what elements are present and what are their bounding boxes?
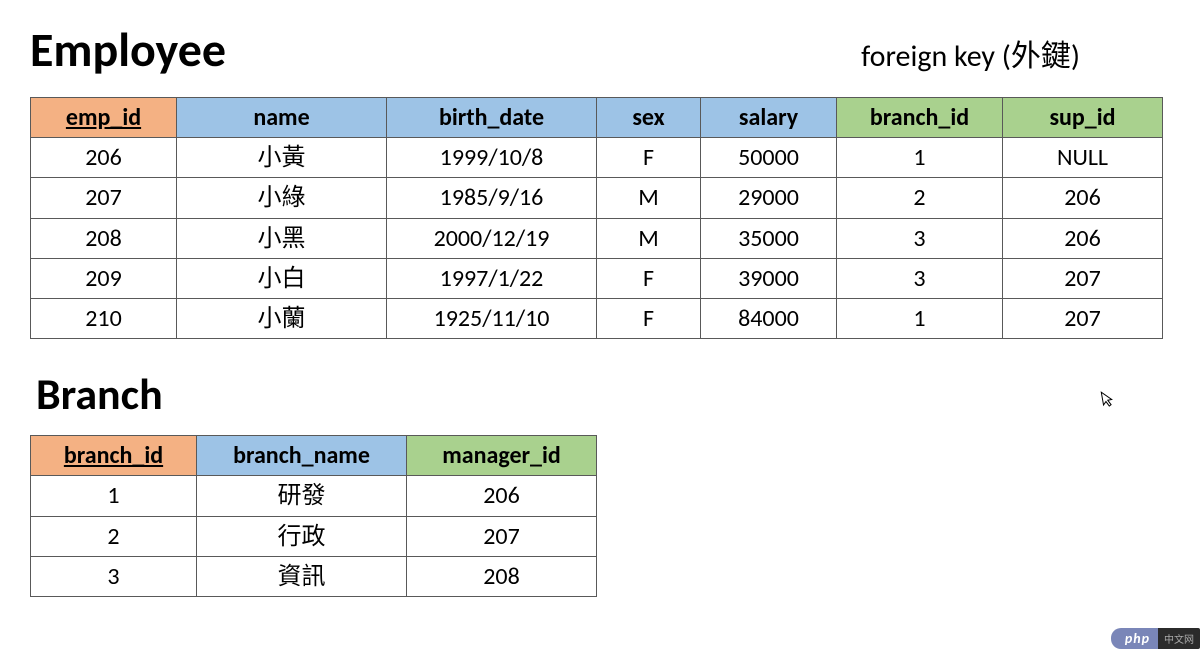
employee-header-emp-id: emp_id (31, 98, 177, 138)
branch-cell: 1 (31, 476, 197, 516)
employee-cell: 1997/1/22 (387, 258, 597, 298)
employee-cell: 小綠 (177, 178, 387, 218)
employee-cell: 207 (31, 178, 177, 218)
branch-cell: 資訊 (197, 556, 407, 596)
employee-cell: 50000 (701, 138, 837, 178)
employee-title: Employee (30, 20, 226, 79)
employee-header-birth-date: birth_date (387, 98, 597, 138)
branch-header-row: branch_idbranch_namemanager_id (31, 436, 597, 476)
employee-row: 208小黑2000/12/19M350003206 (31, 218, 1163, 258)
employee-cell: M (597, 218, 701, 258)
branch-row: 1研發206 (31, 476, 597, 516)
branch-cell: 208 (407, 556, 597, 596)
employee-cell: F (597, 258, 701, 298)
employee-cell: 3 (837, 218, 1003, 258)
branch-cell: 206 (407, 476, 597, 516)
employee-cell: 206 (31, 138, 177, 178)
watermark-right: 中文网 (1158, 628, 1200, 649)
employee-cell: 39000 (701, 258, 837, 298)
employee-cell: 206 (1003, 178, 1163, 218)
branch-header-manager-id: manager_id (407, 436, 597, 476)
watermark-left: php (1111, 628, 1158, 649)
branch-header-branch-name: branch_name (197, 436, 407, 476)
branch-cell: 3 (31, 556, 197, 596)
employee-cell: 29000 (701, 178, 837, 218)
employee-title-row: Employee foreign key (外鍵) (30, 20, 1170, 79)
employee-cell: 207 (1003, 298, 1163, 338)
employee-cell: 1999/10/8 (387, 138, 597, 178)
php-watermark: php 中文网 (1111, 628, 1200, 649)
employee-cell: 1985/9/16 (387, 178, 597, 218)
employee-cell: 2000/12/19 (387, 218, 597, 258)
branch-cell: 207 (407, 516, 597, 556)
employee-table: emp_idnamebirth_datesexsalarybranch_idsu… (30, 97, 1163, 339)
employee-cell: F (597, 298, 701, 338)
branch-row: 3資訊208 (31, 556, 597, 596)
branch-title: Branch (36, 367, 1170, 421)
employee-header-name: name (177, 98, 387, 138)
branch-header-branch-id: branch_id (31, 436, 197, 476)
employee-header-sup-id: sup_id (1003, 98, 1163, 138)
employee-header-row: emp_idnamebirth_datesexsalarybranch_idsu… (31, 98, 1163, 138)
employee-cell: 84000 (701, 298, 837, 338)
employee-cell: 206 (1003, 218, 1163, 258)
employee-cell: 207 (1003, 258, 1163, 298)
branch-cell: 研發 (197, 476, 407, 516)
employee-row: 207小綠1985/9/16M290002206 (31, 178, 1163, 218)
employee-cell: 2 (837, 178, 1003, 218)
employee-cell: 1 (837, 138, 1003, 178)
branch-row: 2行政207 (31, 516, 597, 556)
employee-cell: 35000 (701, 218, 837, 258)
foreign-key-label: foreign key (外鍵) (861, 31, 1080, 75)
employee-row: 209小白1997/1/22F390003207 (31, 258, 1163, 298)
employee-cell: NULL (1003, 138, 1163, 178)
employee-cell: 小蘭 (177, 298, 387, 338)
branch-cell: 2 (31, 516, 197, 556)
employee-cell: M (597, 178, 701, 218)
employee-cell: 小黃 (177, 138, 387, 178)
branch-table: branch_idbranch_namemanager_id1研發2062行政2… (30, 435, 597, 597)
employee-row: 210小蘭1925/11/10F840001207 (31, 298, 1163, 338)
employee-cell: 209 (31, 258, 177, 298)
employee-cell: 1 (837, 298, 1003, 338)
employee-cell: 小黑 (177, 218, 387, 258)
employee-header-sex: sex (597, 98, 701, 138)
branch-cell: 行政 (197, 516, 407, 556)
employee-row: 206小黃1999/10/8F500001NULL (31, 138, 1163, 178)
employee-cell: F (597, 138, 701, 178)
employee-cell: 210 (31, 298, 177, 338)
employee-cell: 208 (31, 218, 177, 258)
employee-header-branch-id: branch_id (837, 98, 1003, 138)
employee-cell: 3 (837, 258, 1003, 298)
employee-cell: 小白 (177, 258, 387, 298)
employee-cell: 1925/11/10 (387, 298, 597, 338)
employee-header-salary: salary (701, 98, 837, 138)
